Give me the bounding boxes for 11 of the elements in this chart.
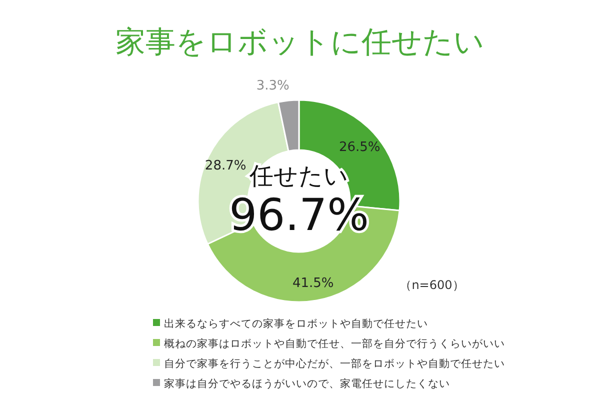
legend-label: 自分で家事を行うことが中心だが、一部をロボットや自動で任せたい — [164, 357, 505, 370]
data-label: 41.5% — [292, 276, 334, 291]
legend-label: 家事は自分でやるほうがいいので、家電任せにしたくない — [164, 377, 450, 390]
data-label: 26.5% — [338, 140, 380, 155]
text: 任せたい — [248, 162, 348, 190]
data-label: 3.3% — [256, 78, 290, 94]
legend-label: 出来るならすべての家事をロボットや自動で任せたい — [164, 317, 428, 330]
data-label: 28.7% — [204, 158, 246, 174]
legend-label: 概ねの家事はロボットや自動で任せ、一部を自分で行うくらいがいい — [164, 337, 505, 350]
text: （n=600） — [400, 278, 464, 292]
chart-title: 家事をロボットに任せたい — [116, 25, 484, 60]
